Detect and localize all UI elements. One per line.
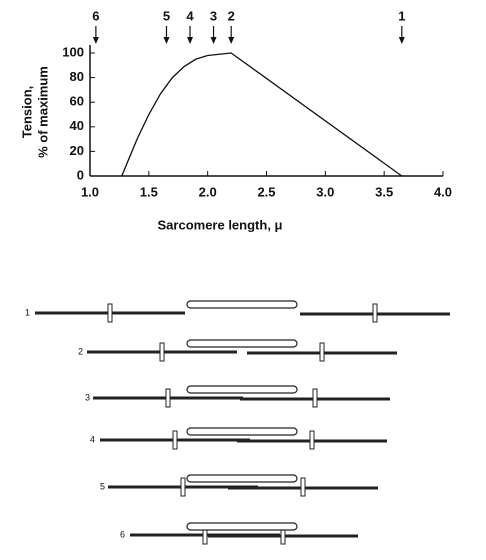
x-tick-label: 3.0: [316, 184, 334, 199]
z-line: [300, 477, 306, 497]
marker-arrowhead: [163, 37, 170, 44]
y-axis-label: Tension,: [19, 86, 34, 138]
sarcomere-label: 5: [100, 481, 105, 491]
y-tick-label: 20: [70, 143, 84, 158]
x-tick-label: 1.0: [81, 184, 99, 199]
y-tick-label: 60: [70, 94, 84, 109]
marker-label: 4: [186, 8, 194, 23]
marker-label: 2: [228, 8, 235, 23]
y-tick-label: 0: [77, 167, 84, 182]
y-tick-label: 40: [70, 118, 84, 133]
marker-arrowhead: [92, 37, 99, 44]
z-line: [372, 303, 378, 323]
x-tick-label: 1.5: [140, 184, 158, 199]
x-axis-label: Sarcomere length, μ: [158, 217, 283, 232]
z-line: [319, 342, 325, 362]
curve: [121, 52, 403, 177]
z-line: [165, 388, 171, 408]
x-tick-label: 4.0: [434, 184, 452, 199]
sarcomere-label: 3: [85, 392, 90, 402]
z-line: [159, 342, 165, 362]
z-line: [312, 388, 318, 408]
z-line: [172, 430, 178, 450]
z-line: [180, 477, 186, 497]
y-axis-label: % of maximum: [35, 66, 50, 158]
thick-filament: [186, 522, 298, 531]
marker-label: 3: [210, 8, 217, 23]
marker-label: 1: [398, 8, 405, 23]
x-tick-label: 2.0: [199, 184, 217, 199]
thick-filament: [186, 474, 298, 483]
sarcomere-label: 6: [120, 529, 125, 539]
marker-arrowhead: [210, 37, 217, 44]
thick-filament: [186, 427, 298, 436]
y-tick-label: 100: [62, 44, 84, 59]
z-line: [309, 430, 315, 450]
marker-label: 6: [92, 8, 99, 23]
thick-filament: [186, 385, 298, 394]
thick-filament: [186, 300, 298, 309]
marker-arrowhead: [187, 37, 194, 44]
z-line: [107, 303, 113, 323]
thick-filament: [186, 339, 298, 348]
x-tick-label: 2.5: [257, 184, 275, 199]
marker-arrowhead: [228, 37, 235, 44]
sarcomere-label: 4: [90, 434, 95, 444]
sarcomere-label: 1: [25, 307, 30, 317]
x-tick-label: 3.5: [375, 184, 393, 199]
sarcomere-label: 2: [78, 346, 83, 356]
marker-label: 5: [163, 8, 170, 23]
y-tick-label: 80: [70, 69, 84, 84]
marker-arrowhead: [398, 37, 405, 44]
